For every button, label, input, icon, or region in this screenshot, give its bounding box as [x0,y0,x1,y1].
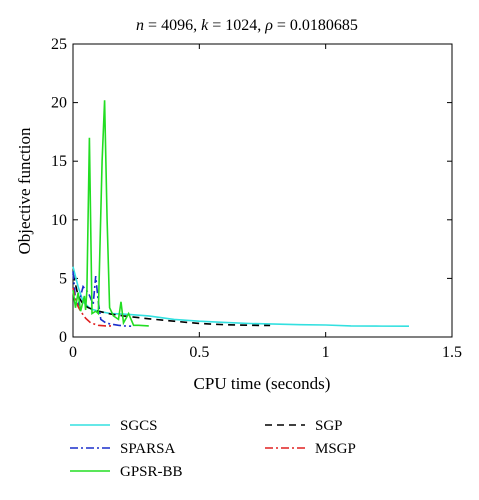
legend-label-sparsa: SPARSA [120,441,175,457]
legend-label-msgp: MSGP [315,441,356,457]
chart-title: n = 4096, k = 1024, ρ = 0.0180685 [136,17,358,34]
x-axis: 0 0.5 1 1.5 [69,44,462,361]
y-tick-label: 5 [59,270,67,287]
legend-label-sgp: SGP [315,418,343,434]
x-axis-label: CPU time (seconds) [194,374,331,393]
legend-label-gpsr-bb: GPSR-BB [120,464,183,480]
x-tick-label: 1.5 [442,344,462,361]
legend-label-sgcs: SGCS [120,418,158,434]
series-line-gpsr-bb [72,100,149,327]
y-axis: 0 5 10 15 20 25 [51,36,452,346]
x-tick-label: 0.5 [189,344,209,361]
y-tick-label: 20 [51,95,67,112]
x-tick-label: 1 [322,344,330,361]
y-tick-label: 0 [59,329,67,346]
plot-area [72,43,453,338]
series-line-sgp [72,273,271,327]
legend: SGCS SGP SPARSA MSGP GPSR-BB [70,418,356,480]
y-tick-label: 25 [51,36,67,53]
y-axis-label: Objective function [15,127,34,254]
y-tick-label: 10 [51,212,67,229]
series-group [72,100,410,327]
y-tick-label: 15 [51,153,67,170]
series-line-msgp [72,287,114,327]
x-tick-label: 0 [69,344,77,361]
